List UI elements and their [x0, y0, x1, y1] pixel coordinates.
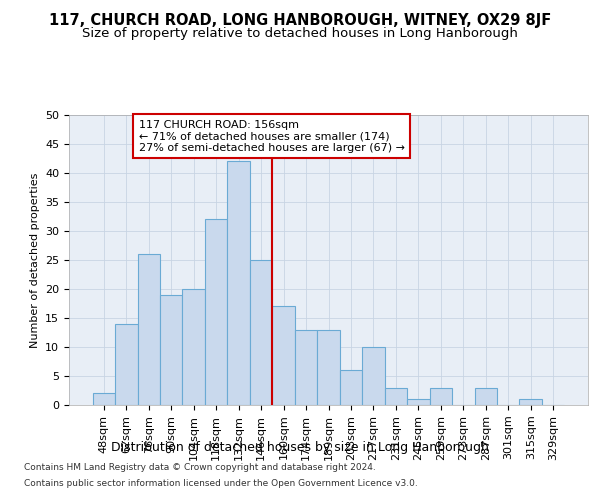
Bar	[160, 295, 182, 405]
Bar	[137, 254, 160, 405]
Bar	[92, 394, 115, 405]
Bar	[227, 162, 250, 405]
Bar	[250, 260, 272, 405]
Text: Contains HM Land Registry data © Crown copyright and database right 2024.: Contains HM Land Registry data © Crown c…	[24, 464, 376, 472]
Text: 117, CHURCH ROAD, LONG HANBOROUGH, WITNEY, OX29 8JF: 117, CHURCH ROAD, LONG HANBOROUGH, WITNE…	[49, 12, 551, 28]
Bar	[115, 324, 137, 405]
Y-axis label: Number of detached properties: Number of detached properties	[29, 172, 40, 348]
Text: Distribution of detached houses by size in Long Hanborough: Distribution of detached houses by size …	[111, 441, 489, 454]
Text: Contains public sector information licensed under the Open Government Licence v3: Contains public sector information licen…	[24, 478, 418, 488]
Bar	[430, 388, 452, 405]
Bar	[362, 347, 385, 405]
Bar	[475, 388, 497, 405]
Text: 117 CHURCH ROAD: 156sqm
← 71% of detached houses are smaller (174)
27% of semi-d: 117 CHURCH ROAD: 156sqm ← 71% of detache…	[139, 120, 404, 153]
Bar	[272, 306, 295, 405]
Text: Size of property relative to detached houses in Long Hanborough: Size of property relative to detached ho…	[82, 28, 518, 40]
Bar	[295, 330, 317, 405]
Bar	[340, 370, 362, 405]
Bar	[407, 399, 430, 405]
Bar	[385, 388, 407, 405]
Bar	[317, 330, 340, 405]
Bar	[182, 289, 205, 405]
Bar	[205, 220, 227, 405]
Bar	[520, 399, 542, 405]
